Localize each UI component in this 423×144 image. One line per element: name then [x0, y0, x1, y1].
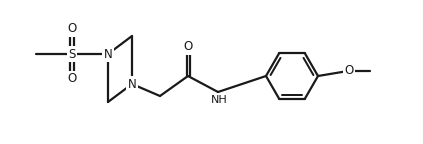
- Text: O: O: [184, 40, 192, 54]
- Text: O: O: [344, 64, 354, 76]
- Text: S: S: [68, 48, 76, 60]
- Text: O: O: [67, 22, 77, 36]
- Text: O: O: [67, 72, 77, 86]
- Text: N: N: [128, 77, 136, 90]
- Text: NH: NH: [211, 95, 228, 105]
- Text: N: N: [104, 48, 113, 60]
